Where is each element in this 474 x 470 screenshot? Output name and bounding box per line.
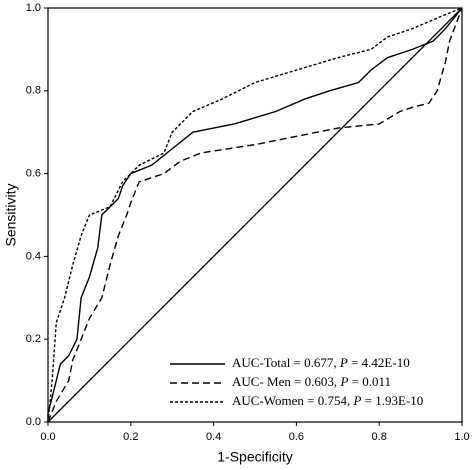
y-tick-label: 0.0 bbox=[26, 416, 41, 428]
x-tick-label: 0.8 bbox=[372, 431, 387, 443]
y-tick-label: 0.4 bbox=[26, 250, 41, 262]
x-tick-label: 0.6 bbox=[289, 431, 304, 443]
legend-label: AUC-Total = 0.677, P = 4.42E-10 bbox=[232, 355, 410, 370]
y-tick-label: 0.8 bbox=[26, 85, 41, 97]
y-tick-label: 0.6 bbox=[26, 168, 41, 180]
y-axis-label: Sensitivity bbox=[3, 183, 19, 246]
x-tick-label: 0.4 bbox=[206, 431, 221, 443]
y-tick-label: 1.0 bbox=[26, 2, 41, 14]
x-axis-label: 1-Specificity bbox=[217, 449, 292, 465]
reference-line bbox=[47, 7, 463, 423]
roc-curve bbox=[47, 7, 463, 423]
y-tick-label: 0.2 bbox=[26, 333, 41, 345]
roc-curve bbox=[47, 7, 463, 422]
x-tick-label: 1.0 bbox=[454, 431, 469, 443]
legend-label: AUC- Men = 0.603, P = 0.011 bbox=[232, 374, 391, 389]
x-tick-label: 0.2 bbox=[123, 431, 138, 443]
roc-curve bbox=[47, 7, 463, 423]
x-tick-label: 0.0 bbox=[40, 431, 55, 443]
legend-label: AUC-Women = 0.754, P = 1.93E-10 bbox=[232, 393, 423, 408]
plot-frame bbox=[47, 7, 463, 423]
